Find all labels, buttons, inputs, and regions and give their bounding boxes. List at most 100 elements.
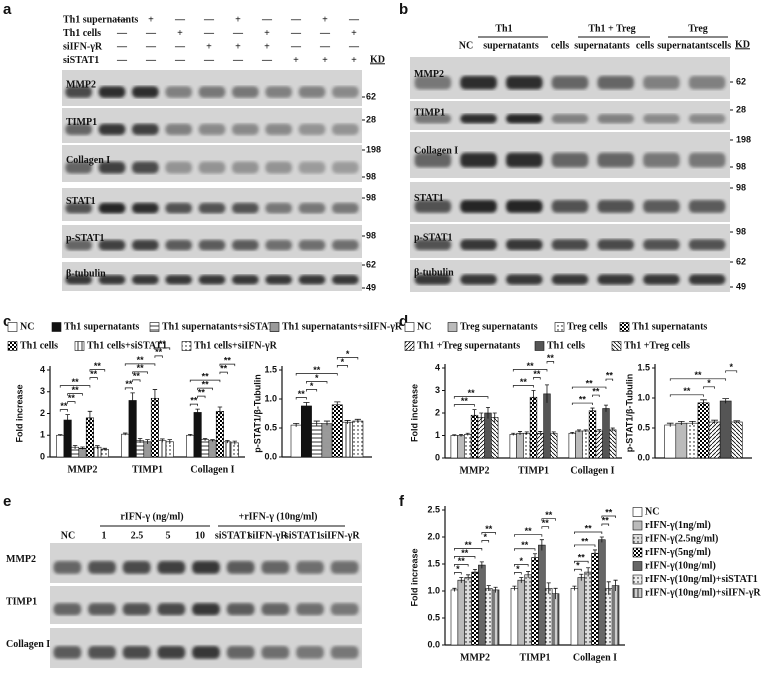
condition-label: siSTAT1 (63, 55, 99, 66)
kd-label: 28 (366, 114, 376, 124)
error-bar (160, 438, 165, 443)
y-tick-label: 1.0 (264, 393, 277, 403)
condition-sign: + (264, 41, 270, 52)
legend-swatch (632, 561, 643, 571)
blot-band (132, 161, 159, 174)
blot-band (460, 75, 497, 90)
x-tick-label: Collagen I (570, 465, 614, 476)
bar (464, 577, 472, 646)
error-bar (57, 434, 63, 436)
error-bar (570, 431, 575, 435)
error-bar (603, 404, 609, 412)
blot-band (98, 275, 126, 285)
error-bar (583, 429, 588, 433)
blot-band (688, 239, 726, 251)
bar (321, 423, 333, 458)
y-tick-label: 2 (40, 408, 45, 418)
bar (598, 539, 606, 646)
blot-band (506, 274, 543, 285)
significance-label: ** (521, 540, 529, 550)
blot-band (298, 239, 326, 251)
panel-label: f (399, 493, 405, 510)
bar (697, 402, 710, 459)
condition-sign: — (203, 14, 215, 25)
error-bar (80, 446, 85, 450)
significance-bracket (197, 387, 213, 391)
error-bar (479, 561, 484, 569)
significance-label: ** (468, 388, 476, 398)
significance-label: ** (547, 353, 555, 363)
legend-label: Th1 +Treg cells (624, 340, 690, 351)
significance-bracket (67, 401, 76, 404)
significance-bracket (189, 403, 198, 407)
condition-sign: — (348, 41, 360, 52)
blot-band (165, 202, 192, 214)
error-bar (493, 586, 498, 593)
blot-band (261, 603, 290, 616)
legend-swatch (632, 507, 643, 517)
blot-band (226, 646, 255, 659)
blot-band (226, 603, 255, 616)
bar (575, 430, 583, 459)
blot-band (122, 603, 151, 616)
blot-band (157, 646, 186, 659)
bar (609, 429, 617, 459)
bar (551, 593, 560, 646)
error-bar (700, 399, 707, 406)
significance-bracket (89, 377, 98, 380)
blot-band (198, 202, 226, 214)
y-tick-label: 2.0 (427, 531, 440, 541)
blot-band (551, 75, 589, 90)
bar (568, 432, 576, 459)
significance-bracket (219, 371, 228, 375)
bar (584, 571, 592, 646)
significance-label: ** (527, 361, 535, 371)
x-tick-label: TIMP1 (519, 652, 550, 663)
kd-label: 98 (366, 192, 376, 202)
error-bar (485, 406, 491, 419)
legend-swatch (404, 322, 415, 332)
blot-band (506, 239, 543, 251)
y-tick-label: 0.5 (264, 422, 277, 432)
condition-label: Th1 supernatants (63, 14, 138, 25)
error-bar (334, 401, 341, 408)
error-bar (187, 433, 193, 437)
blot-band (414, 200, 452, 213)
error-bar (610, 427, 615, 432)
error-bar (517, 431, 523, 436)
error-bar (458, 433, 464, 437)
blot-band (460, 200, 497, 213)
error-bar (225, 440, 230, 444)
blot-band (122, 646, 151, 659)
significance-bracket (295, 373, 338, 376)
lane-label: 5 (166, 530, 171, 541)
legend-swatch (269, 322, 280, 332)
significance-label: ** (458, 556, 466, 566)
legend-label: rIFN-γ(10ng/ml)+siIFN-γR (645, 587, 761, 598)
blot-label: β-tubulin (66, 268, 106, 279)
significance-bracket (336, 365, 348, 368)
kd-label: 62 (736, 76, 746, 86)
significance-bracket (574, 560, 589, 564)
error-bar (492, 412, 497, 422)
significance-label: ** (190, 396, 198, 406)
legend-swatch (632, 588, 643, 598)
blot-band (332, 275, 359, 285)
error-bar (519, 577, 524, 583)
bar (510, 587, 519, 646)
blot-band (332, 202, 359, 214)
legend-label: Treg supernatants (460, 321, 538, 332)
significance-bracket (601, 523, 610, 526)
significance-label: ** (592, 386, 600, 396)
bar (516, 432, 524, 459)
bar (675, 422, 688, 459)
significance-label: ** (133, 371, 141, 381)
error-bar (586, 567, 591, 577)
error-bar (472, 409, 477, 421)
legend-label: rIFN-γ(1ng/ml) (645, 520, 711, 531)
blot-band (53, 561, 82, 574)
bar (471, 571, 479, 646)
panel-label: d (399, 313, 408, 330)
significance-bracket (574, 568, 582, 572)
blot-band (506, 75, 543, 90)
